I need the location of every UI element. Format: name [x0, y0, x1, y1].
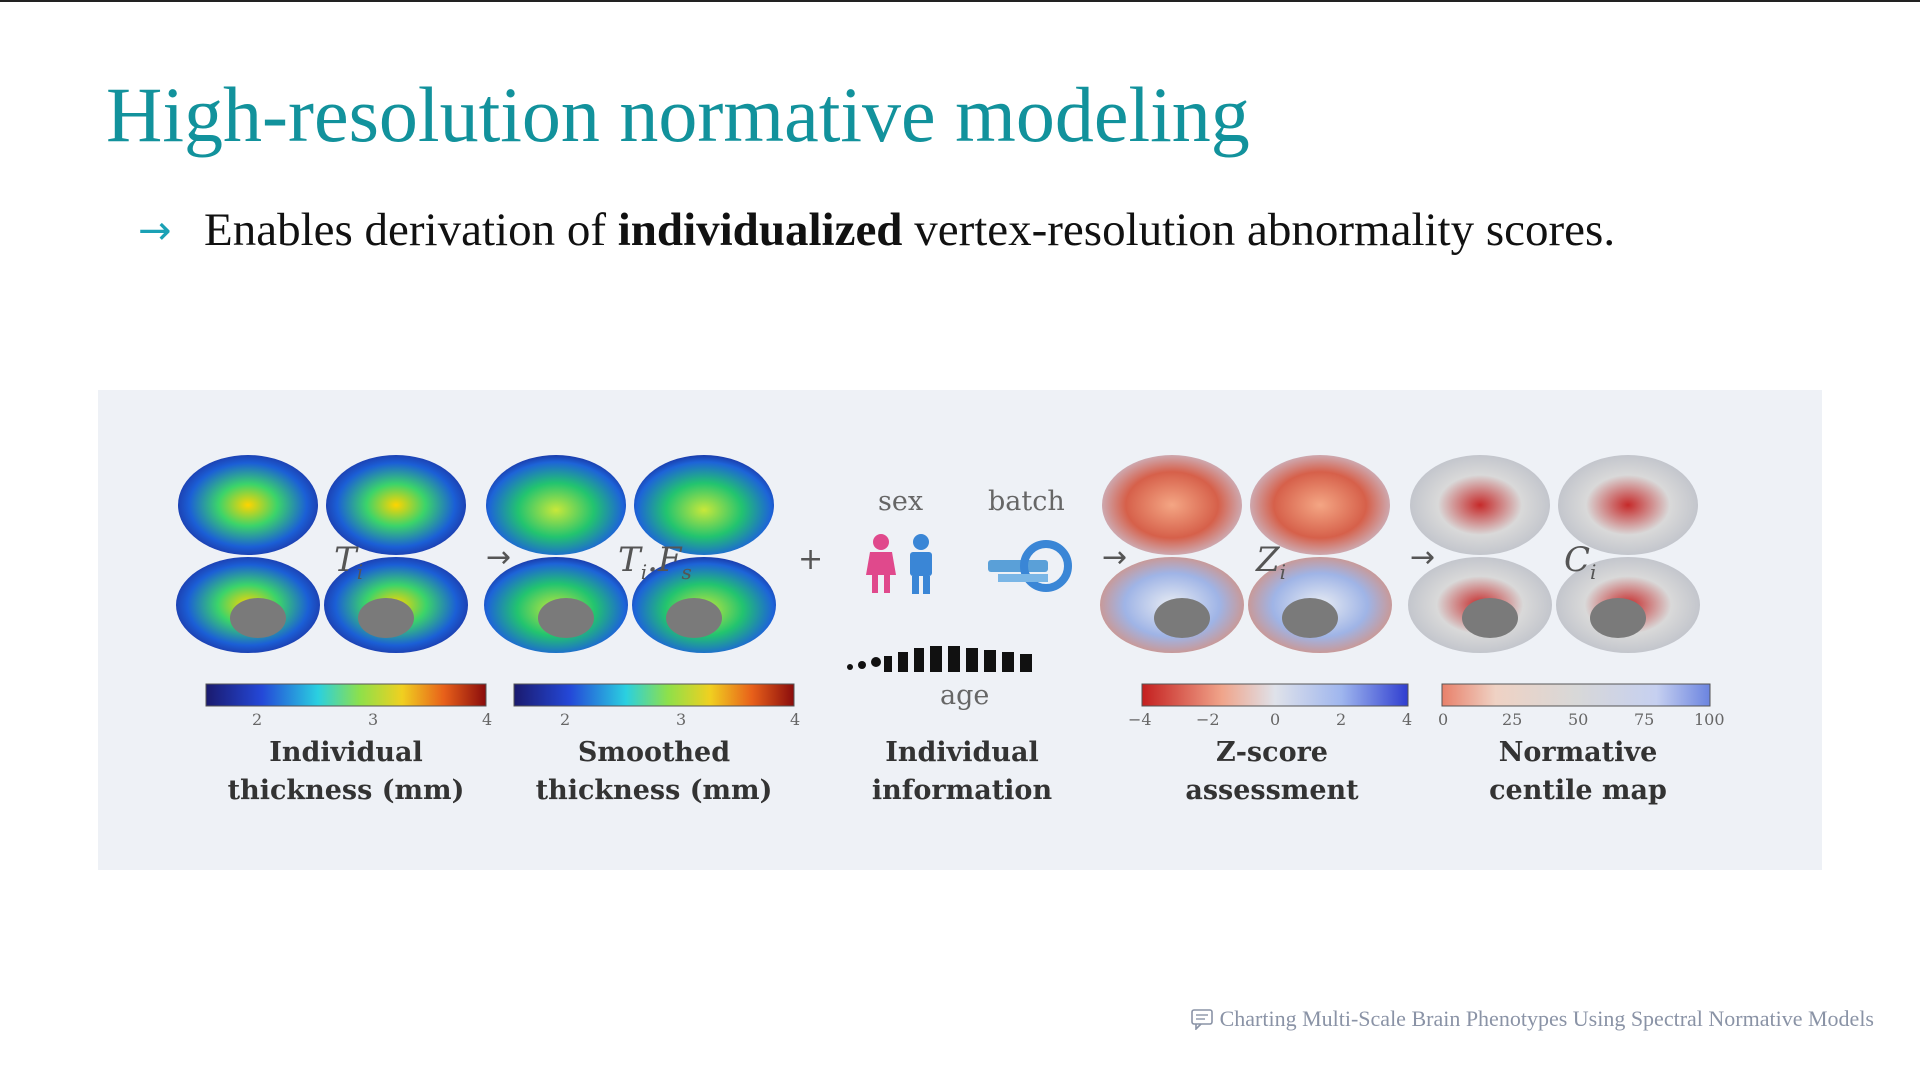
tick: 0: [1438, 710, 1449, 729]
operator-plus: +: [798, 542, 824, 577]
operator-arrow-1: →: [486, 540, 512, 575]
tick: 75: [1634, 710, 1655, 729]
symbol-zi: Zi: [1256, 540, 1287, 584]
bullet-text-start: Enables derivation of: [204, 204, 618, 256]
bullet-text-end: vertex-resolution abnormality scores.: [902, 204, 1616, 256]
symbol-tifs: Ti.Fs: [618, 540, 692, 584]
tick: 3: [368, 710, 379, 729]
tick: 2: [252, 710, 263, 729]
tick: 4: [1402, 710, 1413, 729]
brain-maps-illustration: [176, 455, 1711, 707]
colorbar-centile: [1441, 683, 1711, 707]
top-rule: [0, 0, 1920, 2]
symbol-ti: Ti: [334, 540, 364, 584]
tick: 4: [790, 710, 801, 729]
age-label: age: [940, 680, 990, 711]
scanner-icon: [988, 540, 1072, 592]
panel-label-smoothed: Smoothed thickness (mm): [535, 737, 773, 806]
arrow-bullet-icon: →: [138, 208, 172, 254]
panel-label-centile: Normative centile map: [1489, 737, 1667, 806]
tick: 2: [1336, 710, 1347, 729]
pipeline-figure: Ti Ti.Fs Zi Ci → + → → sex batch age 2 3…: [98, 390, 1822, 870]
tick: 25: [1502, 710, 1523, 729]
tick: −2: [1196, 710, 1220, 729]
tick: 0: [1270, 710, 1281, 729]
symbol-ci: Ci: [1564, 540, 1597, 584]
tick: −4: [1128, 710, 1152, 729]
brains-zscore: [1100, 455, 1392, 653]
footer-text: Charting Multi-Scale Brain Phenotypes Us…: [1219, 1006, 1874, 1031]
operator-arrow-2: →: [1102, 540, 1128, 575]
slide-title: High-resolution normative modeling: [106, 71, 1250, 158]
sex-icon: [866, 534, 932, 594]
panel-label-individual: Individual thickness (mm): [227, 737, 465, 806]
tick: 3: [676, 710, 687, 729]
colorbar-individual: [205, 683, 487, 707]
brains-centile: [1408, 455, 1700, 653]
age-silhouettes-icon: [847, 646, 1032, 672]
batch-label: batch: [988, 486, 1065, 517]
colorbar-smoothed: [513, 683, 795, 707]
bullet-text-bold: individualized: [617, 204, 903, 256]
panel-label-info: Individual information: [871, 737, 1053, 806]
footer-citation: Charting Multi-Scale Brain Phenotypes Us…: [1190, 1006, 1874, 1032]
bullet-text: Enables derivation of individualized ver…: [204, 188, 1764, 272]
operator-arrow-3: →: [1410, 540, 1436, 575]
colorbar-zscore: [1141, 683, 1409, 707]
comment-icon: [1190, 1009, 1213, 1030]
sex-label: sex: [878, 486, 924, 517]
tick: 2: [560, 710, 571, 729]
tick: 50: [1568, 710, 1589, 729]
tick: 4: [482, 710, 493, 729]
tick: 100: [1694, 710, 1725, 729]
brains-smoothed: [484, 455, 776, 653]
brains-individual: [176, 455, 468, 653]
panel-label-zscore: Z-score assessment: [1185, 737, 1359, 806]
